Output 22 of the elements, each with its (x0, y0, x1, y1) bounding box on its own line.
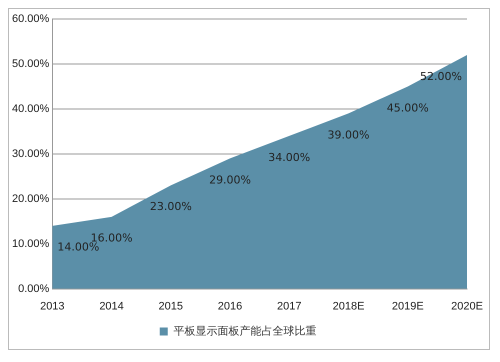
data-label: 14.00% (57, 240, 100, 254)
data-label: 29.00% (209, 173, 252, 186)
y-tick-label: 20.00% (12, 192, 50, 205)
data-label: 39.00% (328, 128, 370, 142)
x-tick-label: 2020E (451, 300, 483, 312)
y-tick-label: 10.00% (12, 238, 50, 250)
data-label: 23.00% (150, 200, 192, 214)
x-tick-label: 2015 (158, 300, 184, 312)
data-label: 34.00% (268, 150, 310, 164)
legend-label: 平板显示面板产能占全球比重 (173, 324, 316, 338)
y-tick-label: 40.00% (12, 102, 50, 115)
y-tick-label: 60.00% (12, 13, 50, 26)
x-tick-label: 2018E (332, 300, 364, 312)
y-tick-label: 30.00% (12, 148, 50, 160)
y-tick-label: 50.00% (12, 58, 50, 70)
y-tick-label: 0.00% (18, 282, 50, 295)
x-tick-label: 2014 (99, 300, 124, 312)
x-tick-label: 2017 (277, 300, 302, 312)
x-tick-label: 2016 (218, 300, 242, 312)
x-tick-label: 2019E (392, 300, 424, 312)
x-tick-label: 2013 (40, 300, 65, 312)
data-label: 45.00% (386, 101, 429, 114)
